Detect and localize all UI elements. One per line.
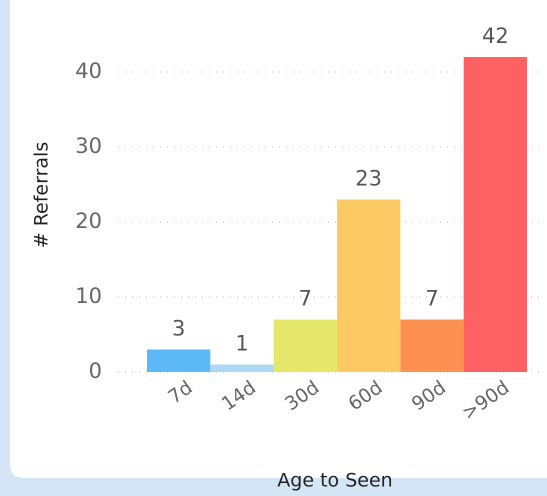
x-axis-label: Age to Seen [277,470,392,492]
y-tick-label: 40 [75,59,102,83]
y-tick-label: 20 [75,209,102,233]
bar [273,319,337,372]
y-tick-label: 30 [75,134,102,158]
data-label: 7 [299,287,312,311]
data-label: 1 [235,332,248,356]
data-label: 7 [425,287,438,311]
y-tick-label: 0 [89,359,102,383]
y-axis-label: # Referrals [31,142,53,249]
data-label: 3 [172,317,185,341]
bar [210,364,274,372]
y-tick-label: 10 [75,284,102,308]
data-label: 23 [355,167,382,191]
bar [400,319,464,372]
bar [463,57,527,372]
bar [337,199,401,372]
data-label: 42 [482,24,509,48]
bar [147,349,211,372]
